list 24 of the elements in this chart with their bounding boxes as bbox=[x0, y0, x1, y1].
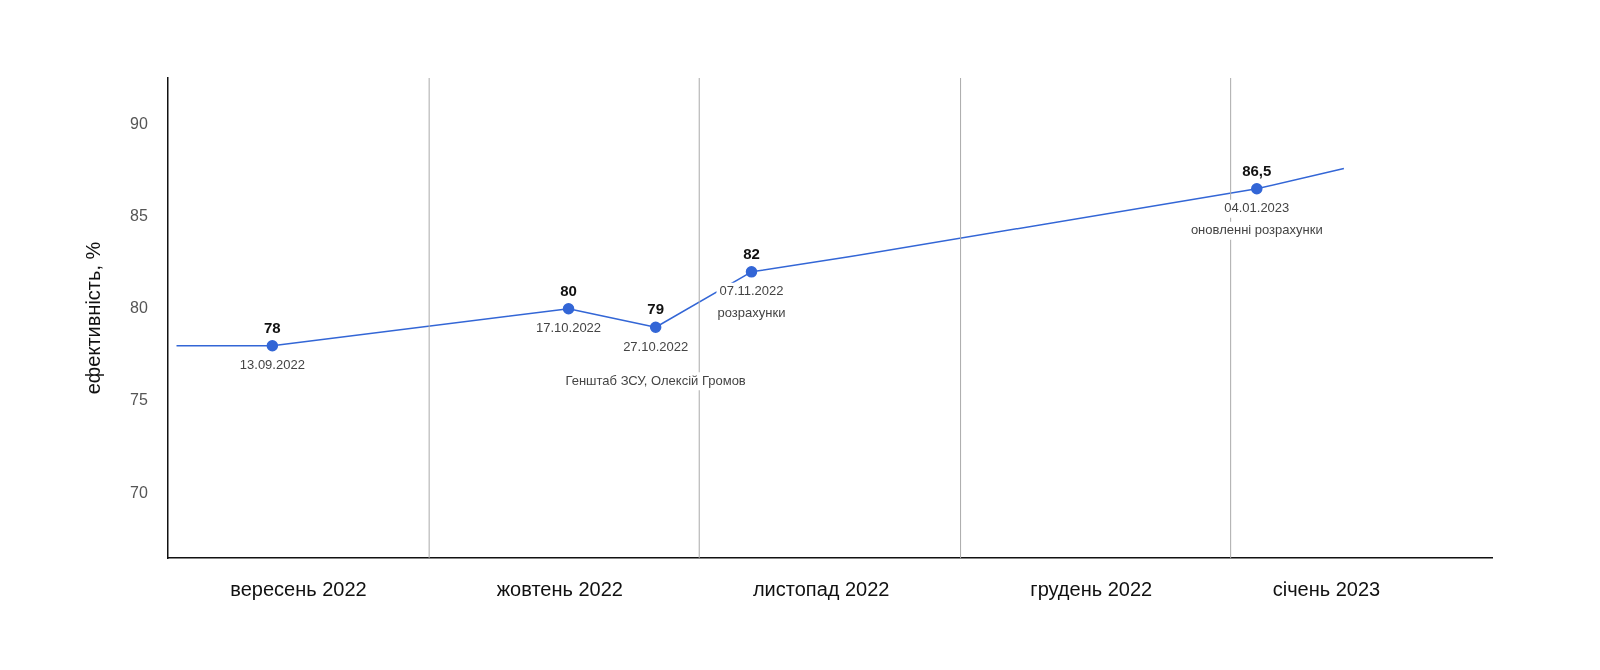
annotation: Генштаб ЗСУ, Олексій Громов bbox=[565, 372, 746, 388]
x-tick-label: листопад 2022 bbox=[752, 577, 890, 600]
y-tick-label: 85 bbox=[130, 206, 148, 224]
annotation: розрахунки bbox=[717, 305, 786, 321]
x-tick-label: жовтень 2022 bbox=[496, 577, 623, 600]
annotation: 13.09.2022 bbox=[239, 357, 305, 373]
data-label: 86,5 bbox=[1242, 161, 1272, 179]
annotation: оновленні розрахунки bbox=[1190, 222, 1323, 238]
y-tick-label: 90 bbox=[130, 114, 148, 132]
y-tick-label: 80 bbox=[130, 299, 148, 317]
x-tick-label: січень 2023 bbox=[1272, 577, 1381, 600]
data-label: 82 bbox=[743, 244, 760, 262]
annotation: 07.11.2022 bbox=[719, 283, 784, 299]
y-axis-title: ефективність, % bbox=[81, 241, 104, 395]
x-tick-label: грудень 2022 bbox=[1030, 577, 1153, 600]
data-label: 80 bbox=[560, 281, 577, 299]
annotation: 04.01.2023 bbox=[1224, 200, 1290, 216]
data-label: 79 bbox=[647, 300, 664, 318]
y-tick-label: 70 bbox=[130, 483, 148, 501]
annotation: 17.10.2022 bbox=[536, 320, 602, 336]
x-tick-label: вересень 2022 bbox=[230, 577, 367, 600]
data-label: 78 bbox=[264, 318, 281, 336]
y-tick-label: 75 bbox=[130, 391, 148, 409]
annotation: 27.10.2022 bbox=[623, 338, 689, 354]
